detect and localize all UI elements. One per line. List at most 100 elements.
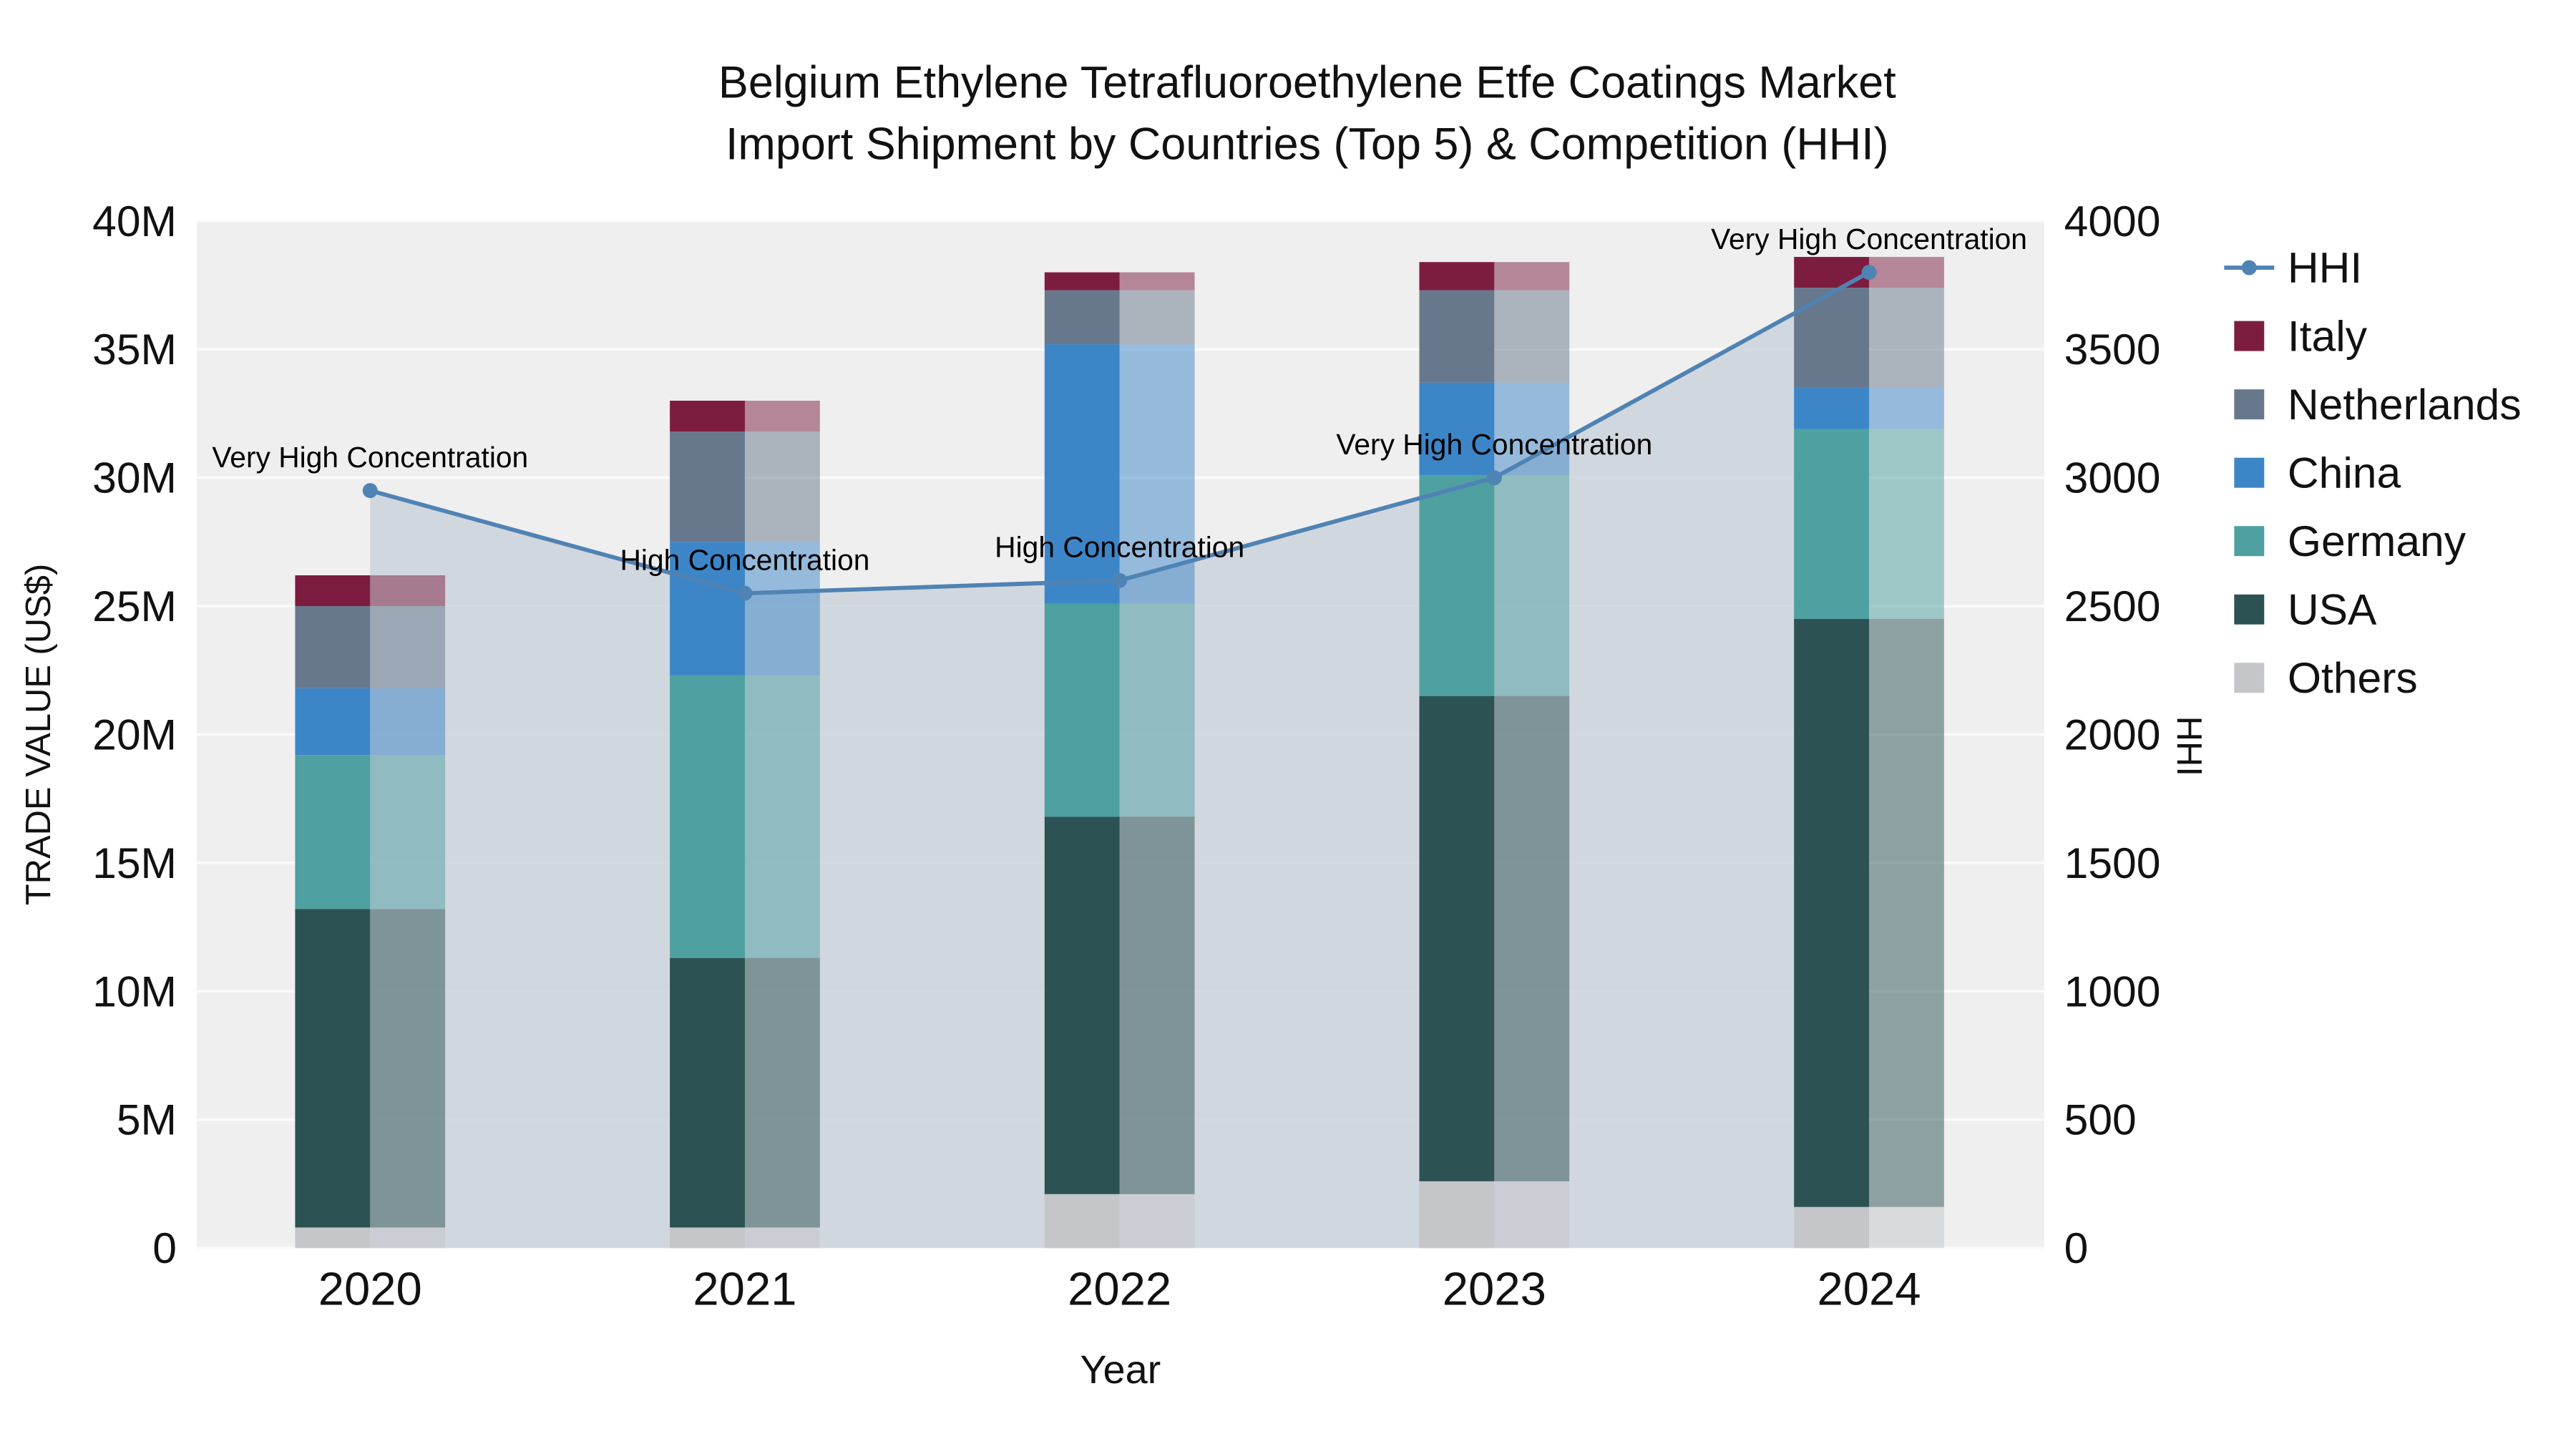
y-left-tick-label: 35M [92,325,177,374]
legend-swatch-icon [2234,526,2265,557]
bar-segment-others [1869,1206,1944,1249]
hhi-marker [1861,265,1877,280]
bar-segment-china [1419,382,1495,476]
y-right-tick-label: 1000 [2064,967,2161,1015]
bar-segment-others [1044,1194,1120,1249]
legend-label: USA [2288,585,2377,634]
concentration-annotation: Very High Concentration [1336,428,1652,461]
legend-swatch-icon [2234,389,2265,420]
bar-segment-others [1419,1181,1495,1249]
bar-segment-china [295,688,371,756]
bar-segment-netherlands [1794,288,1870,389]
annotations-layer: Very High Concentration High Concentratio… [212,223,2027,577]
legend-label: China [2288,449,2401,497]
bar-segment-others [744,1227,820,1249]
legend-item-germany[interactable]: Germany [2234,517,2467,565]
y-left-tick-label: 20M [92,710,177,758]
y-right-tick-label: 500 [2064,1096,2137,1144]
stacked-bars-layer [295,257,1944,1249]
bar-segment-others [670,1227,745,1249]
bar-segment-usa [295,909,371,1228]
legend-item-hhi[interactable]: HHI [2224,243,2362,292]
x-tick-label: 2022 [1068,1262,1171,1314]
y-right-tick-label: 1500 [2064,839,2161,887]
legend-swatch-icon [2234,663,2265,693]
y-right-tick-label: 2500 [2064,582,2161,630]
bar-segment-germany [370,755,446,909]
bar-segment-netherlands [1494,290,1570,383]
hhi-marker [1486,470,1502,486]
bar-segment-germany [1119,603,1195,817]
legend-label: Others [2288,653,2418,702]
y-left-tick-label: 0 [152,1224,177,1272]
legend: HHI Italy Netherlands China Germany USA Others [2224,243,2522,702]
bar-segment-china [1794,388,1870,429]
bar-segment-netherlands [1419,290,1495,383]
bar-segment-usa [1119,816,1195,1194]
y-right-tick-label: 3500 [2064,325,2161,374]
legend-label: Italy [2288,312,2368,361]
legend-marker-icon [2241,260,2257,275]
y-right-tick-label: 0 [2064,1224,2089,1272]
x-tick-label: 2023 [1443,1262,1546,1314]
y-left-tick-label: 10M [92,967,177,1015]
legend-item-usa[interactable]: USA [2234,585,2377,634]
legend-label: HHI [2288,243,2362,292]
bar-segment-germany [1044,603,1120,817]
bar-segment-germany [295,755,371,909]
bar-segment-netherlands [670,431,745,542]
hhi-marker [362,483,378,499]
y-left-tick-label: 30M [92,454,177,502]
legend-label: Netherlands [2288,380,2522,429]
bar-segment-italy [670,400,745,432]
y-axis-left-ticks: 0 5M 10M 15M 20M 25M 30M 35M 40M [92,197,177,1272]
x-tick-label: 2021 [693,1262,796,1314]
bar-segment-netherlands [1044,290,1120,345]
y-right-tick-label: 3000 [2064,454,2161,502]
y-axis-title-left: TRADE VALUE (US$) [19,564,58,906]
bar-segment-netherlands [1869,288,1944,389]
legend-swatch-icon [2234,457,2265,488]
legend-item-others[interactable]: Others [2234,653,2418,702]
bar-segment-usa [1044,816,1120,1194]
bar-segment-others [1119,1194,1195,1249]
hhi-line-layer [362,265,1877,601]
y-axis-title-right: HHI [2170,716,2208,776]
bar-segment-usa [1419,696,1495,1181]
y-axis-right-ticks: 0 500 1000 1500 2000 2500 3000 3500 4000 [2064,197,2161,1272]
bar-segment-usa [744,957,820,1228]
bar-segment-usa [370,909,446,1228]
bar-segment-china [1044,344,1120,604]
y-left-tick-label: 15M [92,839,177,887]
bar-segment-netherlands [295,606,371,688]
bar-segment-netherlands [1119,290,1195,345]
hhi-marker [1112,572,1128,588]
x-axis-ticks: 2020 2021 2022 2023 2024 [318,1262,1921,1314]
concentration-annotation: High Concentration [995,531,1244,564]
bar-segment-china [1869,388,1944,429]
hhi-marker [737,585,753,601]
bar-segment-china [1494,382,1570,476]
bar-segment-netherlands [370,606,446,688]
bar-segment-usa [1794,619,1870,1207]
bar-segment-germany [1494,475,1570,696]
legend-swatch-icon [2234,321,2265,351]
bar-segment-italy [1119,272,1195,291]
bar-segment-others [295,1227,371,1249]
legend-item-italy[interactable]: Italy [2234,312,2368,361]
y-right-tick-label: 2000 [2064,710,2161,758]
legend-swatch-icon [2234,594,2265,625]
legend-item-netherlands[interactable]: Netherlands [2234,380,2522,429]
bar-segment-china [370,688,446,756]
bar-segment-others [370,1227,446,1249]
x-axis-title: Year [1080,1347,1161,1392]
y-left-tick-label: 40M [92,197,177,245]
bar-segment-italy [1419,262,1495,291]
y-left-tick-label: 25M [92,582,177,630]
bar-segment-italy [295,575,371,607]
bar-segment-usa [1869,619,1944,1207]
bar-segment-italy [1044,272,1120,291]
bar-segment-germany [1419,475,1495,696]
legend-item-china[interactable]: China [2234,449,2401,497]
